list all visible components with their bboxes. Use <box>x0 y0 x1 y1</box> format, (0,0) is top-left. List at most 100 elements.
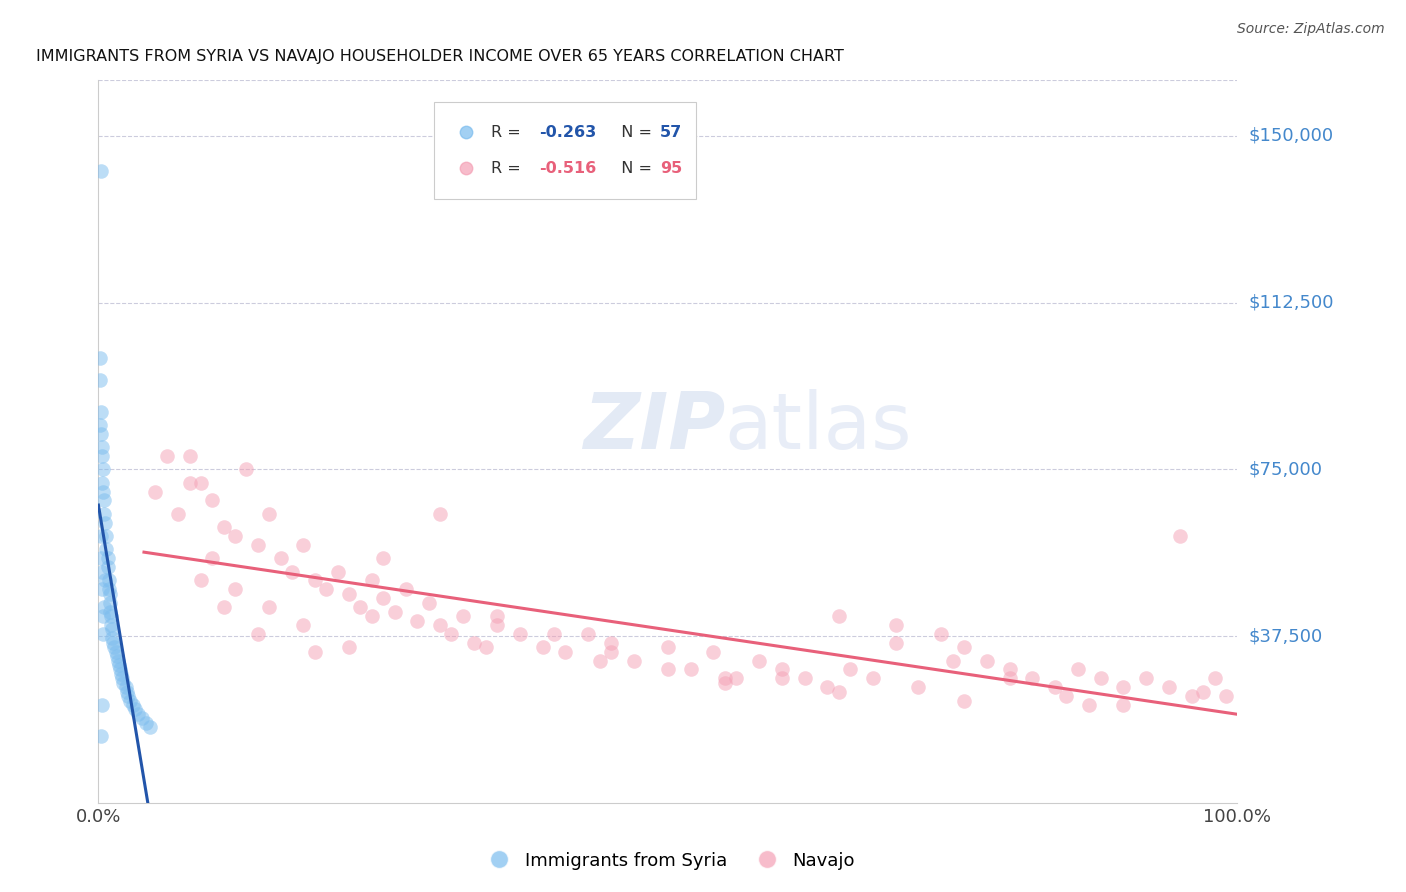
Point <box>1090 671 1112 685</box>
Point <box>418 596 440 610</box>
Point <box>1112 698 1135 712</box>
Point <box>179 475 201 490</box>
Point <box>90 426 112 441</box>
Point <box>259 600 281 615</box>
Point <box>588 653 610 667</box>
Text: IMMIGRANTS FROM SYRIA VS NAVAJO HOUSEHOLDER INCOME OVER 65 YEARS CORRELATION CHA: IMMIGRANTS FROM SYRIA VS NAVAJO HOUSEHOL… <box>35 49 844 64</box>
Point <box>112 675 135 690</box>
Point <box>714 675 737 690</box>
Point <box>110 666 132 681</box>
Point <box>97 582 120 597</box>
Point <box>929 627 952 641</box>
Point <box>91 462 114 476</box>
Point <box>201 551 224 566</box>
Point <box>1192 684 1215 698</box>
Point <box>623 653 645 667</box>
Point <box>91 484 114 499</box>
Legend: Immigrants from Syria, Navajo: Immigrants from Syria, Navajo <box>474 845 862 877</box>
Point <box>91 627 114 641</box>
Point <box>108 662 131 676</box>
Point <box>89 373 111 387</box>
Point <box>135 715 157 730</box>
Point <box>292 538 315 552</box>
Point <box>770 671 793 685</box>
Point <box>145 484 167 499</box>
Point <box>1204 671 1226 685</box>
Point <box>828 684 851 698</box>
Point <box>89 417 111 432</box>
Point <box>1215 689 1237 703</box>
Point <box>371 591 394 606</box>
Point <box>304 574 326 588</box>
Point <box>259 507 281 521</box>
Point <box>953 640 976 655</box>
Point <box>326 565 349 579</box>
Point <box>90 729 112 743</box>
Point <box>90 164 112 178</box>
Point <box>124 702 146 716</box>
Point <box>100 609 122 624</box>
Point <box>406 614 429 628</box>
Point <box>190 475 212 490</box>
Point <box>201 493 224 508</box>
Point <box>90 449 112 463</box>
Point <box>1054 689 1078 703</box>
Point <box>91 609 114 624</box>
Point <box>98 596 121 610</box>
Text: 95: 95 <box>659 161 682 176</box>
Point <box>657 662 679 676</box>
Point <box>190 574 212 588</box>
Point <box>429 507 451 521</box>
Text: $37,500: $37,500 <box>1249 627 1323 645</box>
Point <box>600 645 623 659</box>
Point <box>349 600 371 615</box>
Point <box>384 605 406 619</box>
Point <box>90 404 112 418</box>
Point <box>94 516 117 530</box>
Point <box>246 538 269 552</box>
Point <box>94 574 117 588</box>
Point <box>1135 671 1157 685</box>
Text: ZIP: ZIP <box>582 389 725 465</box>
Point <box>98 587 121 601</box>
Point <box>292 618 315 632</box>
Point <box>576 627 599 641</box>
Point <box>93 507 115 521</box>
Point <box>509 627 531 641</box>
Point <box>793 671 815 685</box>
Point <box>93 600 115 615</box>
Point <box>101 623 124 637</box>
Point <box>702 645 724 659</box>
Point <box>770 662 793 676</box>
Point <box>100 618 122 632</box>
Point <box>828 609 851 624</box>
Point <box>224 582 246 597</box>
Point <box>90 698 112 712</box>
Point <box>1181 689 1204 703</box>
Point <box>167 507 190 521</box>
Point <box>463 636 485 650</box>
Point <box>117 689 139 703</box>
Point <box>474 640 496 655</box>
Point <box>543 627 565 641</box>
Point <box>884 636 907 650</box>
Point <box>281 565 304 579</box>
Point <box>96 529 118 543</box>
Point <box>103 640 125 655</box>
Text: N =: N = <box>612 125 657 140</box>
Point <box>360 574 382 588</box>
Point <box>115 684 138 698</box>
Point <box>179 449 201 463</box>
Point <box>554 645 576 659</box>
Point <box>96 560 118 574</box>
Point <box>304 645 326 659</box>
Point <box>395 582 418 597</box>
Point <box>1021 671 1043 685</box>
Point <box>1067 662 1090 676</box>
Point <box>486 609 509 624</box>
Point <box>96 542 118 557</box>
Point <box>907 680 929 694</box>
Point <box>212 600 235 615</box>
Point <box>725 671 748 685</box>
Point <box>90 529 112 543</box>
